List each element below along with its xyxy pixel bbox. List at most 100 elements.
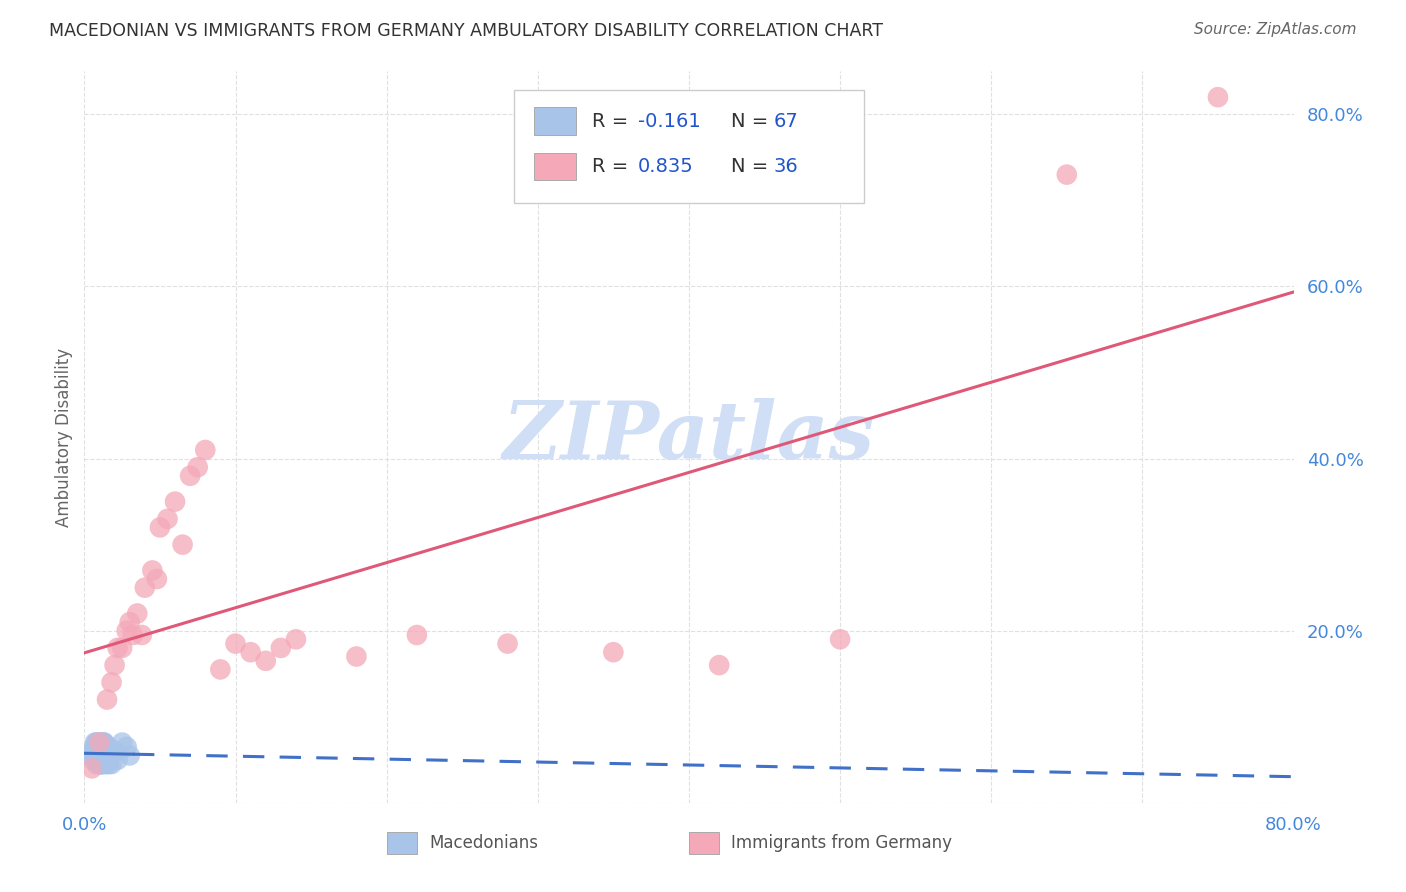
Point (86, 748, 108, 763)
Point (91, 739, 114, 754)
FancyBboxPatch shape (513, 90, 865, 203)
Point (149, 520, 172, 534)
Point (97, 757, 120, 772)
Point (89, 739, 111, 754)
Text: Macedonians: Macedonians (429, 834, 538, 852)
Point (100, 757, 122, 772)
Point (91, 757, 114, 772)
Point (96, 692, 118, 706)
Point (90, 753, 112, 767)
Point (270, 640, 292, 655)
Point (96, 748, 118, 763)
Point (89, 744, 111, 758)
Text: Source: ZipAtlas.com: Source: ZipAtlas.com (1194, 22, 1357, 37)
Point (121, 628, 143, 642)
Point (89, 739, 111, 754)
Point (86, 748, 108, 763)
Text: R =: R = (592, 157, 634, 176)
Point (100, 675, 122, 690)
Text: N =: N = (731, 112, 775, 130)
Point (89, 757, 111, 772)
Point (111, 640, 134, 655)
Point (496, 637, 519, 651)
Point (87, 744, 110, 758)
Point (91, 735, 114, 749)
Point (87, 753, 110, 767)
Point (93, 735, 115, 749)
Point (90, 748, 112, 763)
Point (94, 739, 117, 754)
Point (111, 735, 134, 749)
Point (86, 735, 108, 749)
Text: Immigrants from Germany: Immigrants from Germany (731, 834, 952, 852)
Point (90, 753, 112, 767)
Text: -0.161: -0.161 (638, 112, 702, 130)
FancyBboxPatch shape (689, 832, 720, 854)
Point (94, 744, 117, 758)
Point (87, 735, 110, 749)
Point (89, 735, 111, 749)
Point (96, 753, 118, 767)
Point (225, 637, 247, 651)
Point (93, 757, 115, 772)
Point (104, 744, 127, 758)
Point (87, 748, 110, 763)
Point (79, 748, 101, 763)
Point (209, 662, 232, 676)
Point (82, 753, 104, 767)
Point (107, 753, 129, 767)
Point (91, 753, 114, 767)
Text: MACEDONIAN VS IMMIGRANTS FROM GERMANY AMBULATORY DISABILITY CORRELATION CHART: MACEDONIAN VS IMMIGRANTS FROM GERMANY AM… (49, 22, 883, 40)
Point (87, 735, 110, 749)
Point (84, 739, 107, 754)
Point (90, 757, 112, 772)
Point (89, 753, 111, 767)
Point (141, 564, 163, 578)
Point (89, 744, 111, 758)
Point (115, 624, 138, 638)
Point (254, 654, 277, 668)
Point (194, 442, 217, 457)
Point (93, 739, 115, 754)
Point (165, 494, 187, 508)
Point (107, 640, 129, 655)
Point (84, 739, 107, 754)
Point (90, 757, 112, 772)
Point (84, 735, 107, 749)
Point (97, 739, 120, 754)
Point (90, 757, 112, 772)
FancyBboxPatch shape (534, 107, 576, 135)
Point (89, 748, 111, 763)
Point (1056, 168, 1078, 182)
Point (91, 744, 114, 758)
Point (830, 632, 852, 647)
Point (94, 753, 117, 767)
Point (118, 615, 141, 629)
FancyBboxPatch shape (387, 832, 418, 854)
Point (406, 628, 429, 642)
Point (87, 748, 110, 763)
Point (156, 512, 179, 526)
Point (93, 753, 115, 767)
Point (96, 757, 118, 772)
Point (187, 460, 209, 475)
Point (91, 748, 114, 763)
Text: N =: N = (731, 157, 775, 176)
Point (87, 753, 110, 767)
Point (82, 744, 104, 758)
Text: ZIPatlas: ZIPatlas (503, 399, 875, 475)
Point (89, 753, 111, 767)
Point (179, 468, 201, 483)
Point (86, 757, 108, 772)
Point (172, 538, 194, 552)
Point (80, 744, 103, 758)
Point (89, 739, 111, 754)
Point (146, 572, 169, 586)
Point (93, 735, 115, 749)
Point (602, 645, 624, 659)
Point (97, 744, 120, 758)
Text: 0.835: 0.835 (638, 157, 695, 176)
Point (94, 748, 117, 763)
Point (91, 748, 114, 763)
Text: 36: 36 (773, 157, 799, 176)
